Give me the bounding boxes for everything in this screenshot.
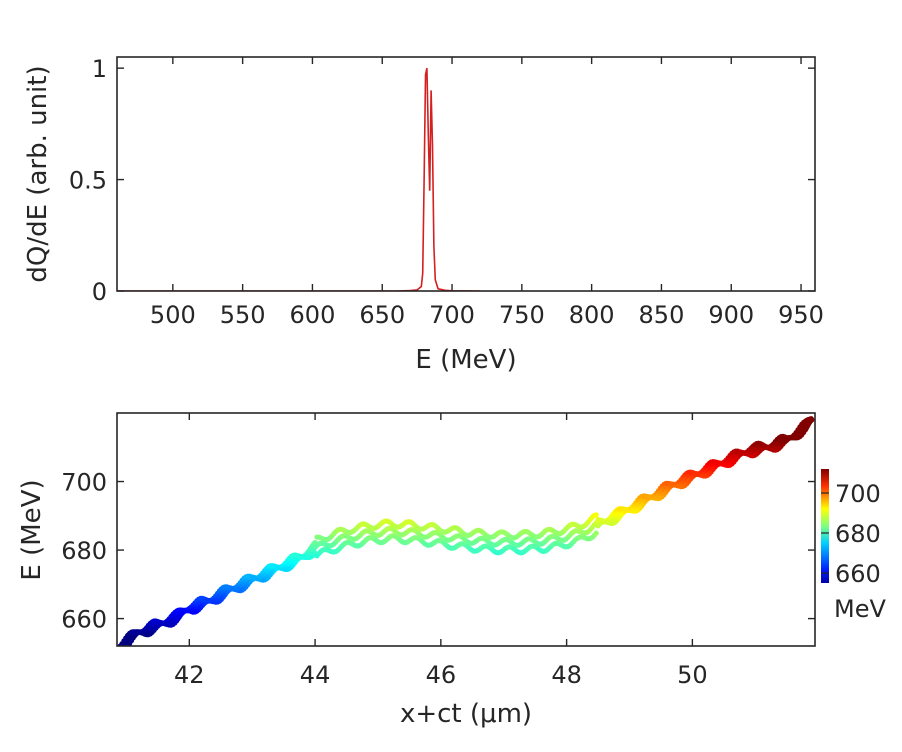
spectrum-ytick-label: 0.5 <box>69 167 107 195</box>
spectrum-xtick-label: 800 <box>569 301 615 329</box>
colorbar-label: MeV <box>834 595 886 623</box>
spectrum-xtick-label: 650 <box>359 301 405 329</box>
data-point <box>593 512 599 518</box>
data-point <box>809 417 815 423</box>
phase-space-points <box>117 416 815 651</box>
phase-space-xtick-label: 50 <box>677 661 708 689</box>
data-point <box>593 530 599 536</box>
phase-space-panel: 42 44 46 48 50 660 680 700 x+ct (μm) E (MeV) <box>17 412 816 729</box>
spectrum-xtick-label: 900 <box>708 301 754 329</box>
phase-space-ytick-label: 660 <box>61 606 107 634</box>
spectrum-xtick-label: 550 <box>220 301 266 329</box>
phase-space-ticks: 42 44 46 48 50 660 680 700 <box>61 413 815 689</box>
spectrum-xlabel: E (MeV) <box>415 345 516 375</box>
spectrum-line <box>117 67 480 291</box>
colorbar-gradient <box>821 469 829 583</box>
spectrum-xtick-label: 850 <box>639 301 685 329</box>
spectrum-ylabel: dQ/dE (arb. unit) <box>23 65 53 282</box>
spectrum-xtick-label: 500 <box>150 301 196 329</box>
phase-space-xtick-label: 44 <box>300 661 331 689</box>
phase-space-ytick-label: 700 <box>61 469 107 497</box>
spectrum-ytick-label: 0 <box>92 278 107 306</box>
spectrum-xtick-label: 950 <box>778 301 824 329</box>
phase-space-xlabel: x+ct (μm) <box>400 699 532 729</box>
phase-space-axes-frame <box>116 412 816 647</box>
colorbar-tick-label: 660 <box>835 560 881 588</box>
colorbar-ticks: 660 680 700 <box>821 480 881 588</box>
data-point <box>119 646 124 651</box>
spectrum-xtick-label: 700 <box>429 301 475 329</box>
phase-space-ylabel: E (MeV) <box>17 479 47 580</box>
phase-space-xtick-label: 48 <box>551 661 582 689</box>
spectrum-xtick-label: 600 <box>290 301 336 329</box>
phase-space-xtick-label: 42 <box>174 661 205 689</box>
data-point <box>118 646 123 651</box>
phase-space-ytick-label: 680 <box>61 537 107 565</box>
spectrum-xtick-label: 750 <box>499 301 545 329</box>
colorbar: 660 680 700 MeV <box>821 469 886 623</box>
phase-space-xtick-label: 46 <box>426 661 457 689</box>
spectrum-ticks: 500 550 600 650 700 750 800 850 900 950 0 0.5 1 <box>69 55 824 329</box>
colorbar-tick-label: 680 <box>835 520 881 548</box>
spectrum-axes-frame <box>116 56 816 292</box>
spectrum-ytick-label: 1 <box>92 55 107 83</box>
spectrum-panel: 500 550 600 650 700 750 800 850 900 950 0 0.5 1 E (M… <box>23 55 824 375</box>
colorbar-tick-label: 700 <box>835 480 881 508</box>
